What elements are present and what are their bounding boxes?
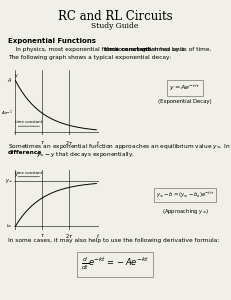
Text: $y$: $y$ — [14, 72, 19, 80]
Text: RC and RL Circuits: RC and RL Circuits — [58, 10, 172, 23]
Text: $2\tau$: $2\tau$ — [65, 139, 73, 147]
Text: $y$: $y$ — [14, 171, 19, 179]
Text: The following graph shows a typical exponential decay:: The following graph shows a typical expo… — [8, 55, 171, 60]
Text: $y_{\infty}$: $y_{\infty}$ — [5, 177, 13, 185]
Text: $Ae^{-1}$: $Ae^{-1}$ — [1, 109, 13, 118]
Text: (Exponential Decay): (Exponential Decay) — [158, 99, 212, 104]
Text: Exponential Functions: Exponential Functions — [8, 38, 96, 44]
Text: time constant: time constant — [15, 120, 43, 124]
Text: τ which has units of time.: τ which has units of time. — [134, 47, 212, 52]
Text: $A$: $A$ — [7, 76, 13, 84]
Text: difference: difference — [8, 150, 42, 155]
Text: $2\tau$: $2\tau$ — [65, 232, 73, 240]
Text: $y = Ae^{-t/\tau}$: $y = Ae^{-t/\tau}$ — [169, 83, 201, 93]
Text: In physics, most exponential functions are governed by a: In physics, most exponential functions a… — [8, 47, 186, 52]
Text: $y_{\infty} - y$ that decays exponentially.: $y_{\infty} - y$ that decays exponential… — [36, 150, 135, 159]
Text: $t$: $t$ — [96, 232, 100, 240]
Text: Sometimes an exponential function approaches an equilibrium value $y_{\infty}$. : Sometimes an exponential function approa… — [8, 142, 231, 151]
Text: time constant: time constant — [15, 171, 43, 176]
Text: In some cases, it may also help to use the following derivative formula:: In some cases, it may also help to use t… — [8, 238, 219, 243]
Text: Study Guide: Study Guide — [91, 22, 139, 30]
Text: time constant: time constant — [104, 47, 150, 52]
Text: (Approaching $y_{\infty}$): (Approaching $y_{\infty}$) — [161, 207, 208, 216]
Text: $b_o$: $b_o$ — [6, 223, 13, 230]
Text: $\tau$: $\tau$ — [40, 232, 45, 239]
Text: $\tau$: $\tau$ — [40, 139, 45, 145]
Text: $t$: $t$ — [96, 139, 100, 147]
Text: $\frac{d}{dt}e^{-kt} = -Ae^{-kt}$: $\frac{d}{dt}e^{-kt} = -Ae^{-kt}$ — [81, 256, 149, 272]
Text: $y_{\infty} - b = (y_{\infty} - b_o)e^{-t/\tau}$: $y_{\infty} - b = (y_{\infty} - b_o)e^{-… — [156, 190, 214, 200]
